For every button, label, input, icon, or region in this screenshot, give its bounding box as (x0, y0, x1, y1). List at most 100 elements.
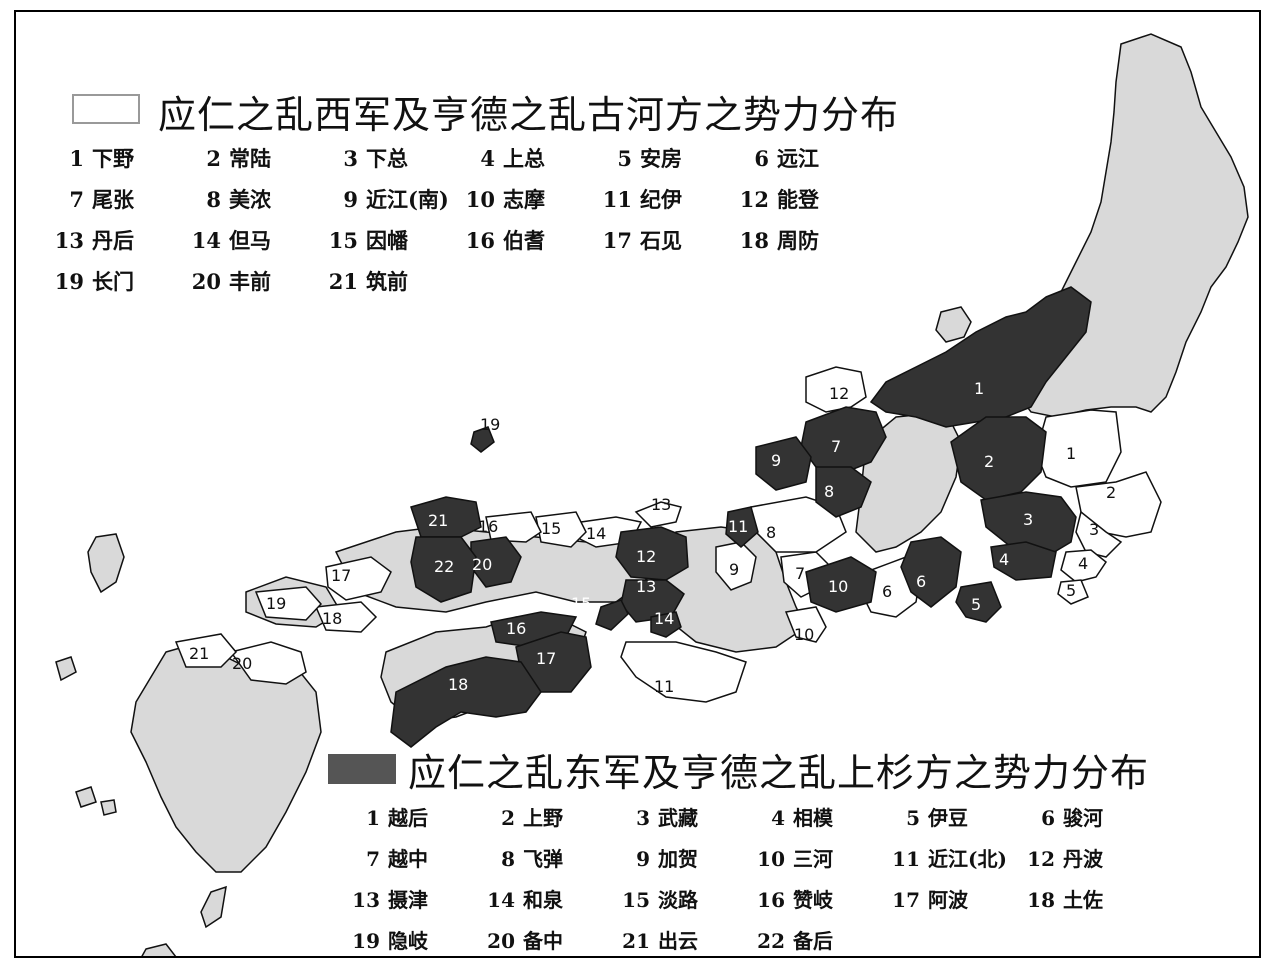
legend-item: 16 伯耆 (457, 220, 594, 261)
region-west-15 (535, 511, 587, 548)
legend-item: 22 备后 (747, 921, 882, 956)
legend-item-number: 2 (206, 146, 221, 171)
legend-item: 9 近江(南) (320, 179, 457, 220)
legend-item-name: 越中 (388, 847, 428, 871)
legend-item: 12 能登 (731, 179, 868, 220)
legend-item: 16 赞岐 (747, 880, 882, 921)
map-label-east-17: 17 (536, 649, 556, 668)
legend-item-name: 远江 (777, 146, 819, 171)
east-legend-list: 1 越后 2 上野 3 武藏 4 相模 5 伊豆 6 骏河 7 越中 8 飞弹 9 加贺 10 三河 11 近江(北) 12… (342, 798, 1152, 956)
legend-item-name: 出云 (658, 929, 698, 953)
map-label-east-7: 7 (831, 437, 841, 456)
legend-item: 11 纪伊 (594, 179, 731, 220)
legend-item-name: 志摩 (503, 187, 545, 212)
legend-item-number: 1 (69, 146, 84, 171)
legend-item-name: 筑前 (366, 269, 408, 294)
region-east-14 (650, 611, 682, 638)
legend-item: 10 三河 (747, 839, 882, 880)
legend-item: 6 远江 (731, 138, 868, 179)
west-legend-title: 应仁之乱西军及亨德之乱古河方之势力分布 (158, 93, 900, 137)
legend-item-number: 8 (501, 847, 515, 871)
legend-item-number: 2 (501, 806, 515, 830)
legend-item-number: 5 (906, 806, 920, 830)
map-frame: 1 2 3 4 5 6 7 8 9 10 11 12 13 14 15 16 1… (14, 10, 1261, 958)
map-label-east-5: 5 (971, 595, 981, 614)
legend-item-name: 土佐 (1063, 888, 1103, 912)
legend-item-name: 下野 (92, 146, 134, 171)
legend-item-number: 16 (757, 888, 785, 912)
legend-item-number: 10 (757, 847, 785, 871)
region-east-22 (410, 536, 477, 603)
legend-item-number: 6 (754, 146, 769, 171)
map-labels-west: 1 2 3 4 5 6 7 8 9 10 11 12 13 14 15 16 1… (189, 384, 1116, 696)
legend-item-number: 21 (622, 929, 650, 953)
legend-item-number: 5 (617, 146, 632, 171)
legend-item-number: 14 (487, 888, 515, 912)
region-east-3 (980, 491, 1077, 558)
goto-island-1 (55, 656, 77, 682)
tanegashima-island (200, 885, 227, 929)
map-label-east-16: 16 (506, 619, 526, 638)
legend-item-name: 周防 (777, 228, 819, 253)
west-legend-swatch (72, 94, 140, 124)
map-label-west-19: 19 (266, 594, 286, 613)
legend-item-number: 17 (602, 228, 632, 253)
map-label-east-19: 19 (480, 415, 500, 434)
map-label-east-18: 18 (448, 675, 468, 694)
region-east-19 (470, 426, 495, 453)
yakushima-island (141, 943, 177, 956)
legend-item-number: 4 (480, 146, 495, 171)
map-label-west-18: 18 (322, 609, 342, 628)
map-label-east-3: 3 (1023, 510, 1033, 529)
legend-item-number: 7 (69, 187, 84, 212)
region-west-20 (229, 641, 307, 685)
legend-item: 3 下总 (320, 138, 457, 179)
region-east-2 (950, 416, 1047, 501)
legend-item-number: 19 (352, 929, 380, 953)
legend-item-number: 12 (739, 187, 769, 212)
region-east-9 (755, 436, 812, 491)
legend-item-name: 武藏 (658, 806, 698, 830)
region-west-21 (174, 633, 238, 668)
legend-item-name: 伊豆 (928, 806, 968, 830)
legend-item-number: 6 (1041, 806, 1055, 830)
map-label-west-15: 15 (541, 519, 561, 538)
legend-item: 20 丰前 (183, 261, 320, 302)
legend-item-number: 20 (487, 929, 515, 953)
region-west-10 (784, 606, 827, 643)
legend-item: 14 和泉 (477, 880, 612, 921)
legend-item: 17 石见 (594, 220, 731, 261)
legend-item-name: 常陆 (229, 146, 271, 171)
legend-item-name: 备中 (523, 929, 563, 953)
legend-item-number: 11 (602, 187, 632, 212)
map-label-west-8: 8 (766, 523, 776, 542)
region-west-3 (1075, 510, 1123, 558)
legend-item: 9 加贺 (612, 839, 747, 880)
legend-item-name: 三河 (793, 847, 833, 871)
map-label-east-14: 14 (654, 609, 674, 628)
map-label-west-17: 17 (331, 566, 351, 585)
legend-item: 12 丹波 (1017, 839, 1152, 880)
region-east-18 (390, 656, 542, 748)
legend-item-number: 9 (343, 187, 358, 212)
map-label-west-1: 1 (1066, 444, 1076, 463)
region-west-4 (1060, 549, 1108, 583)
legend-item-name: 飞弹 (523, 847, 563, 871)
region-west-18 (314, 601, 378, 633)
region-east-5 (955, 581, 1002, 623)
legend-item: 21 出云 (612, 921, 747, 956)
region-east-1 (869, 286, 1092, 428)
legend-item: 1 下野 (46, 138, 183, 179)
legend-item: 7 越中 (342, 839, 477, 880)
koshiki-island (100, 799, 117, 816)
legend-item: 20 备中 (477, 921, 612, 956)
legend-item: 17 阿波 (882, 880, 1017, 921)
map-label-east-4: 4 (999, 550, 1009, 569)
legend-item: 7 尾张 (46, 179, 183, 220)
legend-item: 10 志摩 (457, 179, 594, 220)
legend-item-number: 17 (892, 888, 920, 912)
legend-item-name: 上总 (503, 146, 545, 171)
legend-item-number: 3 (636, 806, 650, 830)
map-label-east-8: 8 (824, 482, 834, 501)
legend-item: 18 周防 (731, 220, 868, 261)
